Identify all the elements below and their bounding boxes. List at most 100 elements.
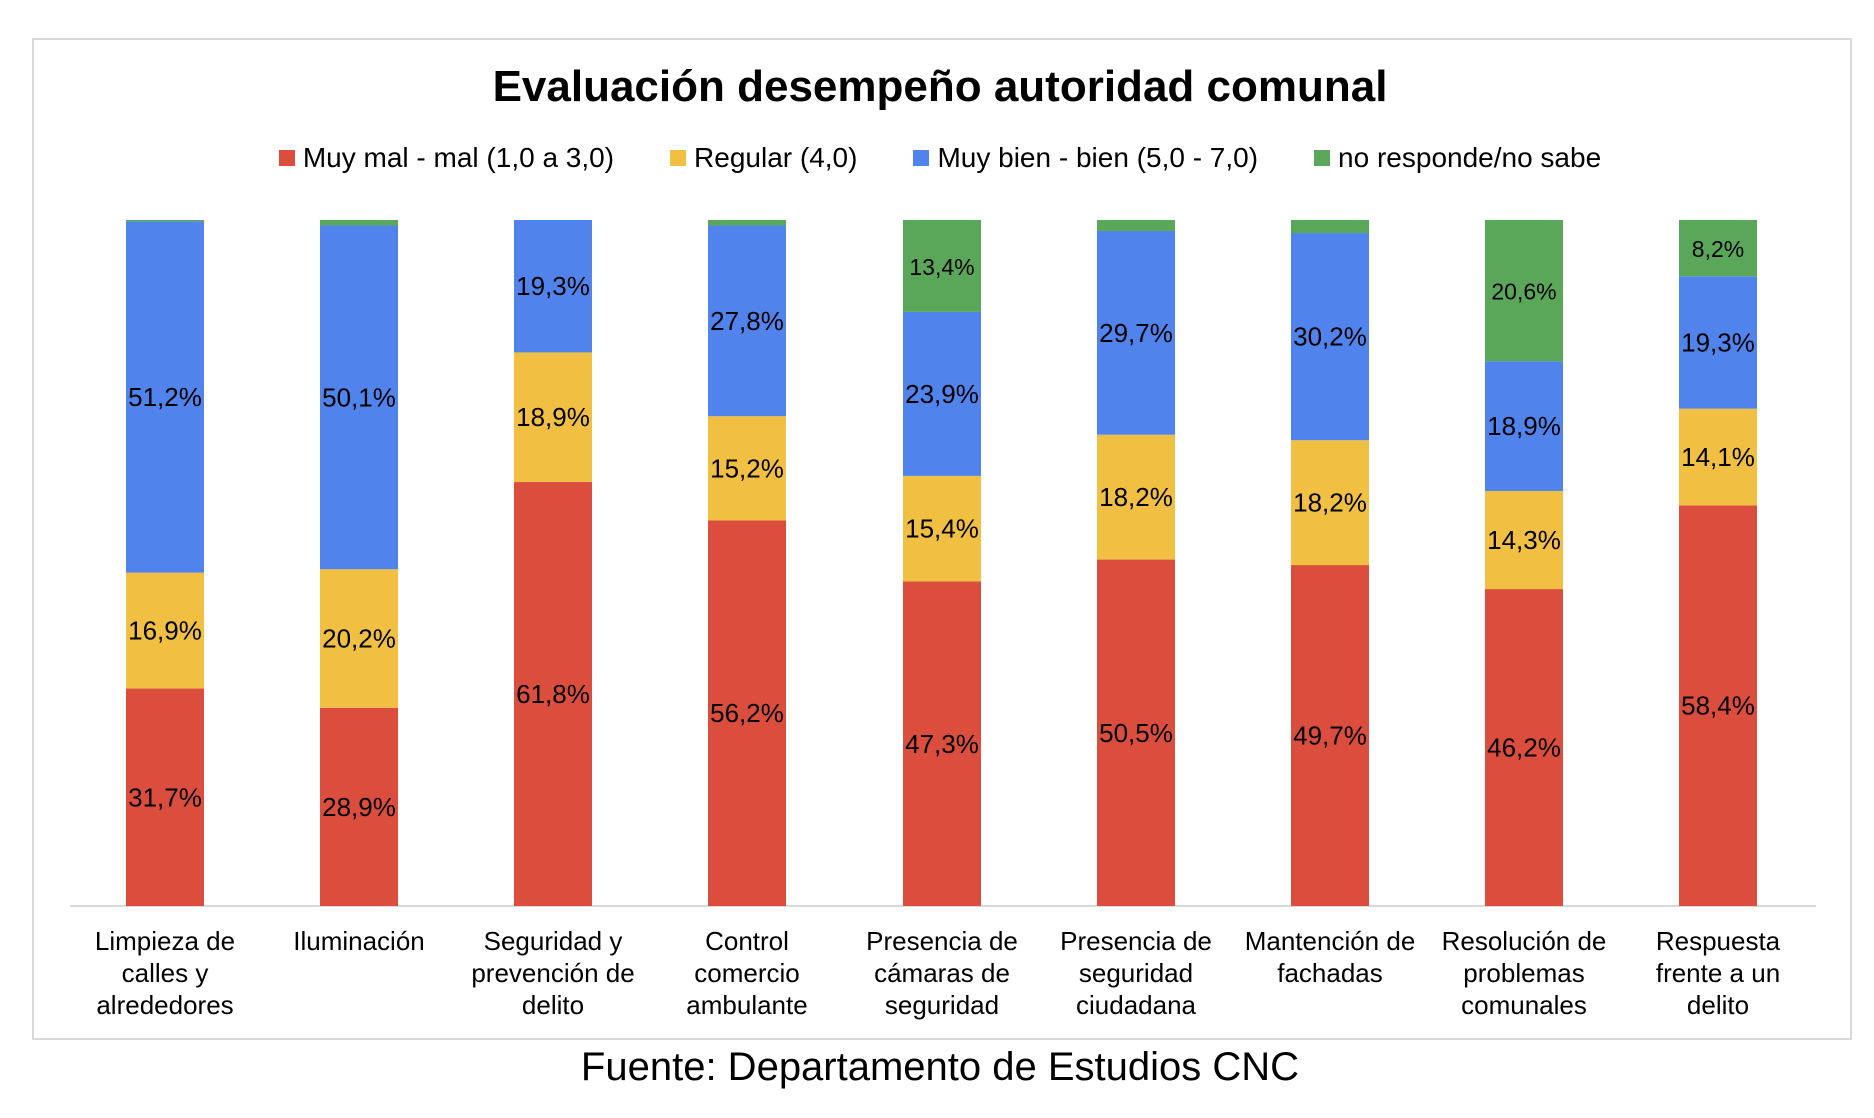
data-label-regular-3: 18,9%	[516, 402, 590, 432]
data-label-no-responde-8: 20,6%	[1491, 279, 1556, 305]
legend-swatch-muy-mal	[278, 150, 295, 166]
bar-muy-mal-9	[1679, 505, 1757, 906]
data-label-muy-bien-2: 50,1%	[322, 382, 396, 412]
category-label-line: Limpieza de	[94, 926, 236, 956]
data-label-regular-5: 15,4%	[905, 514, 979, 544]
category-label-5: Presencia de cámaras de seguridad	[842, 925, 1042, 1021]
bar-muy-bien-2	[320, 225, 398, 570]
bar-regular-9	[1679, 408, 1757, 506]
category-label-line: comunales	[1461, 990, 1587, 1020]
bar-no-responde-8	[1485, 220, 1563, 362]
bar-muy-bien-3	[514, 220, 592, 353]
data-label-muy-bien-5: 23,9%	[905, 379, 979, 409]
bar-regular-7	[1291, 440, 1369, 566]
data-label-regular-9: 14,1%	[1681, 442, 1755, 472]
bar-regular-4	[708, 416, 786, 521]
category-label-line: delito	[521, 990, 585, 1020]
data-label-muy-mal-3: 61,8%	[516, 679, 590, 709]
data-label-muy-mal-5: 47,3%	[905, 729, 979, 759]
bar-regular-1	[126, 572, 204, 689]
bar-muy-bien-8	[1485, 361, 1563, 491]
category-label-line: prevención de	[471, 958, 635, 988]
category-label-2: Iluminación	[259, 925, 459, 957]
bar-regular-8	[1485, 490, 1563, 590]
bar-muy-mal-3	[514, 482, 592, 906]
bar-regular-2	[320, 569, 398, 708]
category-label-line: delito	[1686, 990, 1750, 1020]
data-label-muy-bien-7: 30,2%	[1293, 322, 1367, 352]
legend-label-muy-mal: Muy mal - mal (1,0 a 3,0)	[302, 142, 615, 173]
data-label-muy-bien-1: 51,2%	[128, 382, 202, 412]
bar-muy-bien-4	[708, 225, 786, 417]
data-label-muy-bien-3: 19,3%	[516, 271, 590, 301]
legend-label-no-responde: no responde/no sabe	[1338, 142, 1602, 173]
bar-regular-3	[514, 352, 592, 483]
bar-no-responde-9	[1679, 220, 1757, 277]
category-label-line: seguridad	[1078, 958, 1194, 988]
legend-swatch-no-responde	[1314, 150, 1331, 166]
data-label-muy-bien-9: 19,3%	[1681, 327, 1755, 357]
category-label-line: Control	[705, 926, 789, 956]
data-label-muy-bien-4: 27,8%	[710, 306, 784, 336]
chart-title: Evaluación desempeño autoridad comunal	[492, 62, 1388, 111]
data-label-regular-1: 16,9%	[128, 616, 202, 646]
legend-swatch-muy-bien	[913, 150, 930, 166]
legend-swatch-regular	[670, 150, 687, 166]
data-label-muy-bien-6: 29,7%	[1099, 318, 1173, 348]
data-label-regular-7: 18,2%	[1293, 488, 1367, 518]
bar-muy-mal-1	[126, 688, 204, 906]
data-label-muy-mal-2: 28,9%	[322, 792, 396, 822]
category-label-line: ciudadana	[1076, 990, 1196, 1020]
category-label-line: cámaras de	[874, 958, 1010, 988]
category-label-8: Resolución de problemas comunales	[1424, 925, 1624, 1021]
category-label-line: frente a un	[1655, 958, 1781, 988]
bar-muy-bien-7	[1291, 233, 1369, 441]
bar-muy-bien-5	[903, 311, 981, 476]
bar-muy-bien-9	[1679, 276, 1757, 409]
data-label-regular-6: 18,2%	[1099, 482, 1173, 512]
category-label-4: Control comercio ambulante	[647, 925, 847, 1021]
category-label-line: Mantención de	[1244, 926, 1416, 956]
source-note: Fuente: Departamento de Estudios CNC	[580, 1045, 1300, 1089]
category-label-line: calles y	[121, 958, 209, 988]
category-label-line: problemas	[1463, 958, 1585, 988]
data-label-regular-4: 15,2%	[710, 453, 784, 483]
data-label-muy-mal-7: 49,7%	[1293, 721, 1367, 751]
data-label-no-responde-9: 8,2%	[1692, 236, 1744, 262]
data-label-muy-mal-8: 46,2%	[1487, 733, 1561, 763]
bar-muy-mal-7	[1291, 565, 1369, 906]
bar-muy-bien-6	[1097, 230, 1175, 435]
data-label-regular-2: 20,2%	[322, 623, 396, 653]
category-label-line: comercio	[694, 958, 800, 988]
legend-item-muy-mal: Muy mal - mal (1,0 a 3,0)	[278, 142, 615, 174]
data-label-no-responde-5: 13,4%	[909, 254, 974, 280]
data-label-muy-bien-8: 18,9%	[1487, 411, 1561, 441]
bar-no-responde-5	[903, 220, 981, 312]
category-label-line: Respuesta	[1655, 926, 1781, 956]
category-label-line: ambulante	[686, 990, 808, 1020]
category-label-3: Seguridad y prevención de delito	[453, 925, 653, 1021]
bar-regular-5	[903, 475, 981, 582]
category-label-line: seguridad	[884, 990, 1000, 1020]
data-label-regular-8: 14,3%	[1487, 525, 1561, 555]
data-label-muy-mal-6: 50,5%	[1099, 718, 1173, 748]
category-label-line: Presencia de	[1060, 926, 1212, 956]
category-label-7: Mantención de fachadas	[1230, 925, 1430, 989]
bar-no-responde-1	[126, 220, 204, 222]
bar-muy-mal-4	[708, 520, 786, 906]
data-label-muy-mal-4: 56,2%	[710, 698, 784, 728]
category-label-line: Resolución de	[1441, 926, 1607, 956]
category-label-6: Presencia de seguridad ciudadana	[1036, 925, 1236, 1021]
bar-muy-mal-8	[1485, 589, 1563, 906]
bar-regular-6	[1097, 434, 1175, 560]
bar-no-responde-7	[1291, 220, 1369, 234]
bar-muy-mal-6	[1097, 559, 1175, 906]
legend-label-muy-bien: Muy bien - bien (5,0 - 7,0)	[937, 142, 1259, 173]
legend-label-regular: Regular (4,0)	[694, 142, 858, 173]
legend-item-regular: Regular (4,0)	[670, 142, 857, 174]
category-label-line: fachadas	[1277, 958, 1383, 988]
category-label-line: Presencia de	[866, 926, 1018, 956]
legend: Muy mal - mal (1,0 a 3,0) Regular (4,0) …	[0, 142, 1874, 174]
bar-muy-mal-5	[903, 581, 981, 906]
